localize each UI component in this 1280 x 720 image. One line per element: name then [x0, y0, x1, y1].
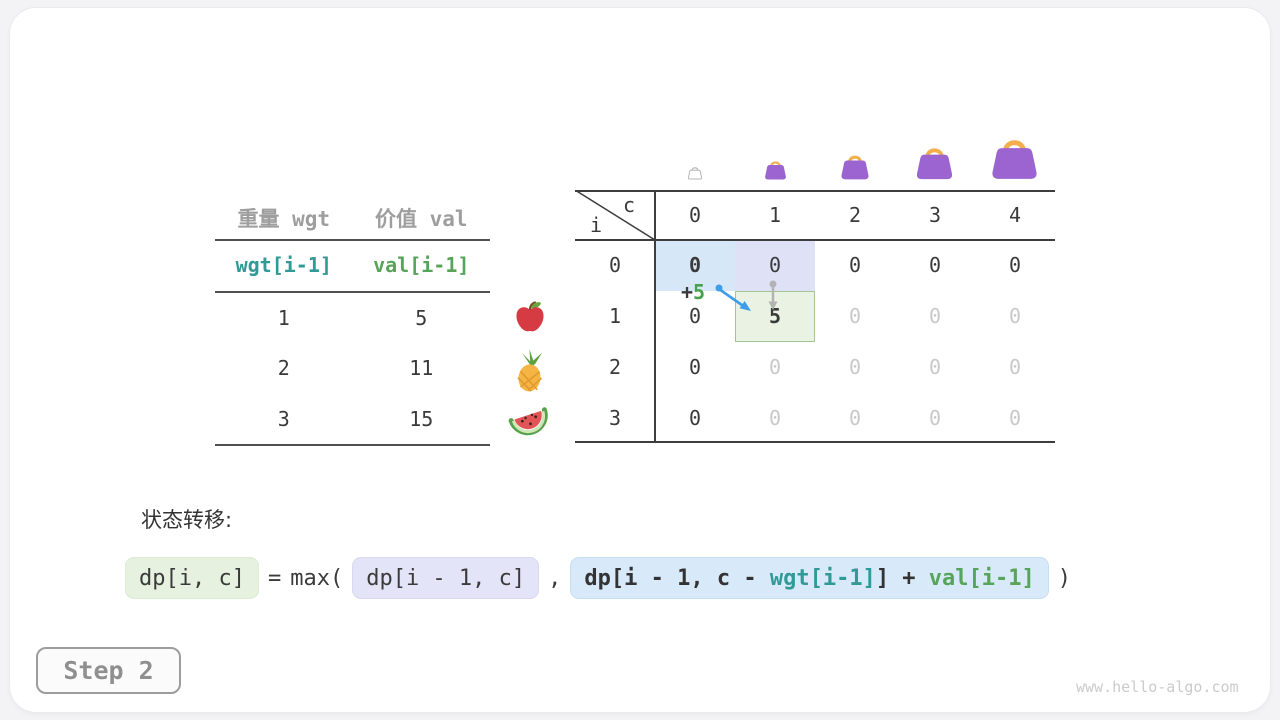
- dp-cell-1-2: 0: [848, 304, 862, 329]
- dp-cell-2-1: 0: [768, 354, 782, 379]
- equals-sign: =: [267, 565, 282, 591]
- divider: [575, 239, 1055, 241]
- arg2-wgt: wgt[i-1]: [769, 565, 876, 591]
- dp-cell-0-3: 0: [928, 253, 942, 278]
- item-row: 1 5: [215, 293, 490, 343]
- dp-col-header: 0: [688, 203, 702, 227]
- dp-cell-2-2: 0: [848, 354, 862, 379]
- item-weight: 1: [277, 306, 290, 330]
- arg2-mid: ] +: [875, 565, 929, 591]
- dp-cell-3-1: 0: [768, 405, 782, 430]
- state-transition-label: 状态转移:: [141, 508, 233, 532]
- item-axis-label: i: [590, 213, 603, 237]
- add-arrow-blue: [715, 284, 751, 311]
- watermelon-icon: [508, 402, 550, 444]
- divider: [215, 291, 490, 293]
- formula-lhs-box: dp[i, c]: [125, 557, 259, 599]
- dp-col-header: 3: [928, 203, 942, 227]
- item-table: 重量 wgt 价值 val wgt[i-1] val[i-1] 1 5 2 11…: [215, 196, 490, 448]
- dp-row-header: 0: [608, 253, 622, 278]
- arg2-prefix: dp[i - 1, c -: [584, 565, 770, 591]
- apple-icon: [512, 299, 548, 339]
- dp-cell-0-0: 0: [655, 240, 735, 291]
- dp-row-header: 2: [608, 354, 622, 379]
- comma: ,: [548, 565, 562, 591]
- item-weight: 3: [277, 407, 290, 431]
- dp-corner-cell: c i: [575, 190, 655, 240]
- dp-cell-3-3: 0: [928, 405, 942, 430]
- bag-icon: [915, 141, 954, 184]
- max-open: max(: [290, 565, 344, 591]
- inherit-arrow-gray: [768, 280, 778, 310]
- dp-cell-2-0: 0: [688, 354, 702, 379]
- formula-arg1-box: dp[i - 1, c]: [352, 557, 540, 599]
- capacity-axis-label: c: [623, 193, 636, 217]
- item-value: 15: [409, 407, 434, 431]
- close-paren: ): [1057, 565, 1072, 591]
- item-weight: 2: [277, 356, 290, 380]
- arg2-val: val[i-1]: [928, 565, 1035, 591]
- dp-row-header: 1: [608, 304, 622, 329]
- watermark: www.hello-algo.com: [1076, 678, 1239, 696]
- item-value: 5: [415, 306, 428, 330]
- dp-cell-3-0: 0: [688, 405, 702, 430]
- dp-cell-0-4: 0: [1008, 253, 1022, 278]
- bag-icon: [990, 131, 1039, 184]
- dp-cell-1-3: 0: [928, 304, 942, 329]
- dp-cell-0-2: 0: [848, 253, 862, 278]
- dp-table: c i 0 1 2 3 4 0 0 0 0 0 0 1 0 5 0 0 0 2 …: [575, 190, 1055, 443]
- bag-empty-icon: [687, 164, 703, 184]
- value-column-header: 价值 val: [374, 206, 468, 231]
- dp-cell-2-3: 0: [928, 354, 942, 379]
- dp-col-header: 1: [768, 203, 782, 227]
- divider: [215, 239, 490, 241]
- state-transition-formula: dp[i, c] = max( dp[i - 1, c] , dp[i - 1,…: [125, 557, 1072, 599]
- item-table-index-row: wgt[i-1] val[i-1]: [215, 241, 490, 289]
- dp-cell-1-1: 5: [735, 290, 815, 342]
- divider: [575, 190, 1055, 192]
- pineapple-icon: [511, 347, 551, 397]
- bag-icon: [764, 157, 787, 184]
- dp-row-header: 3: [608, 405, 622, 430]
- add-value-annotation: +5: [681, 280, 706, 304]
- divider: [215, 444, 490, 446]
- dp-cell-3-4: 0: [1008, 405, 1022, 430]
- dp-col-header: 4: [1008, 203, 1022, 227]
- wgt-index-label: wgt[i-1]: [235, 253, 332, 277]
- val-index-label: val[i-1]: [373, 253, 470, 277]
- dp-cell-1-0: 0: [688, 304, 702, 329]
- transition-arrows: [715, 280, 778, 311]
- dp-cell-1-4: 0: [1008, 304, 1022, 329]
- item-table-header: 重量 wgt 价值 val: [215, 196, 490, 239]
- corner-diagonal: [575, 190, 655, 240]
- dp-col-header: 2: [848, 203, 862, 227]
- dp-cell-2-4: 0: [1008, 354, 1022, 379]
- divider: [654, 190, 656, 443]
- step-badge: Step 2: [36, 647, 181, 694]
- item-row: 3 15: [215, 394, 490, 444]
- divider: [575, 441, 1055, 443]
- formula-arg2-box: dp[i - 1, c - wgt[i-1]] + val[i-1]: [570, 557, 1049, 599]
- weight-column-header: 重量 wgt: [237, 206, 331, 231]
- bag-icon: [840, 150, 870, 184]
- dp-cell-3-2: 0: [848, 405, 862, 430]
- item-value: 11: [409, 356, 434, 380]
- item-row: 2 11: [215, 343, 490, 393]
